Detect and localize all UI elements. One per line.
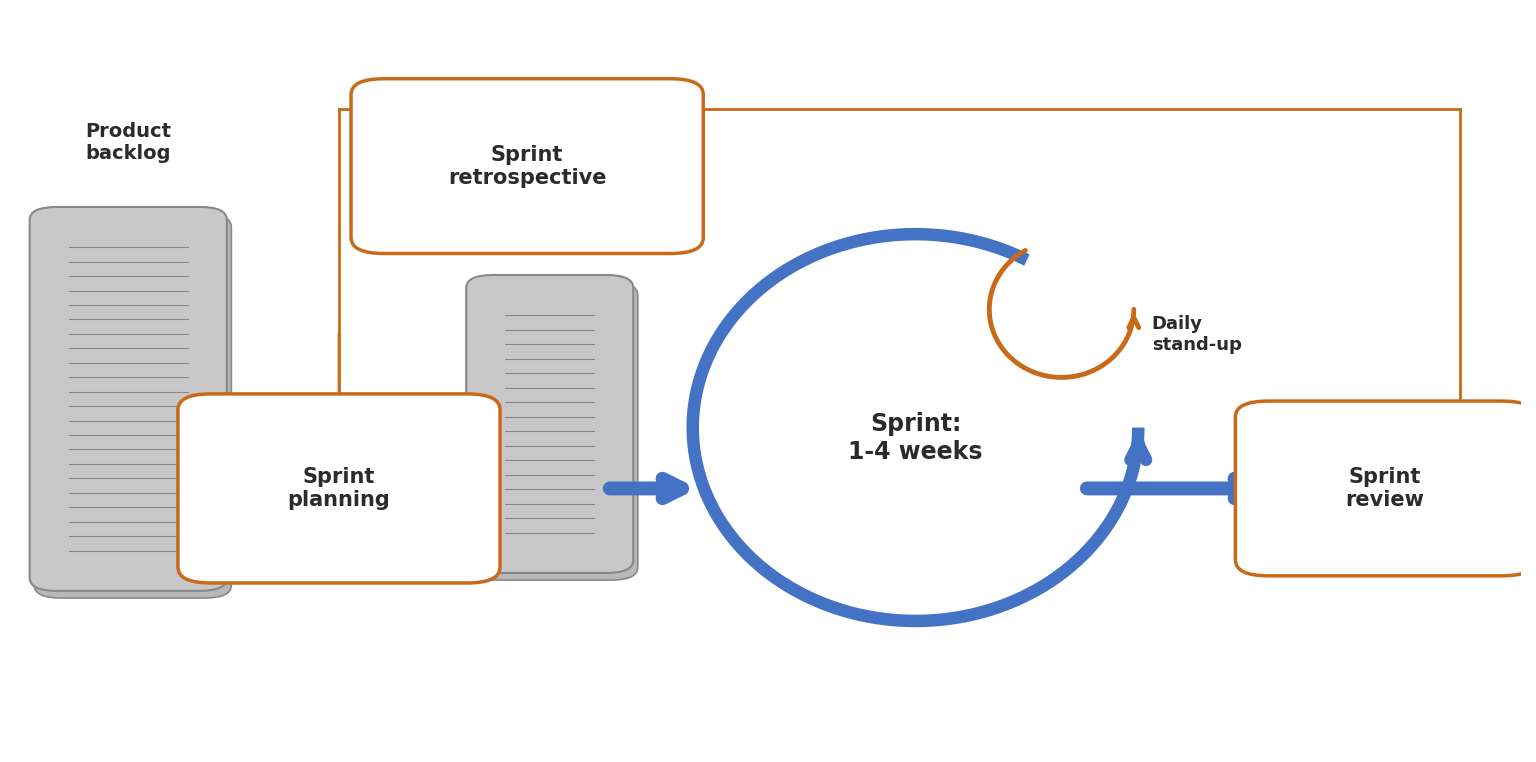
Text: Sprint
review: Sprint review xyxy=(1346,467,1424,510)
Text: Sprint
backlog: Sprint backlog xyxy=(507,190,593,231)
Text: Product
backlog: Product backlog xyxy=(86,121,170,162)
Text: Sprint
retrospective: Sprint retrospective xyxy=(449,145,607,187)
FancyBboxPatch shape xyxy=(1235,401,1534,576)
FancyBboxPatch shape xyxy=(470,282,637,580)
FancyBboxPatch shape xyxy=(467,275,633,573)
FancyBboxPatch shape xyxy=(352,78,703,254)
FancyBboxPatch shape xyxy=(29,207,227,591)
Text: Daily
stand-up: Daily stand-up xyxy=(1152,315,1241,354)
Text: Sprint
planning: Sprint planning xyxy=(287,467,390,510)
FancyBboxPatch shape xyxy=(34,214,232,598)
FancyBboxPatch shape xyxy=(178,394,501,583)
Text: Sprint:
1-4 weeks: Sprint: 1-4 weeks xyxy=(848,412,983,464)
